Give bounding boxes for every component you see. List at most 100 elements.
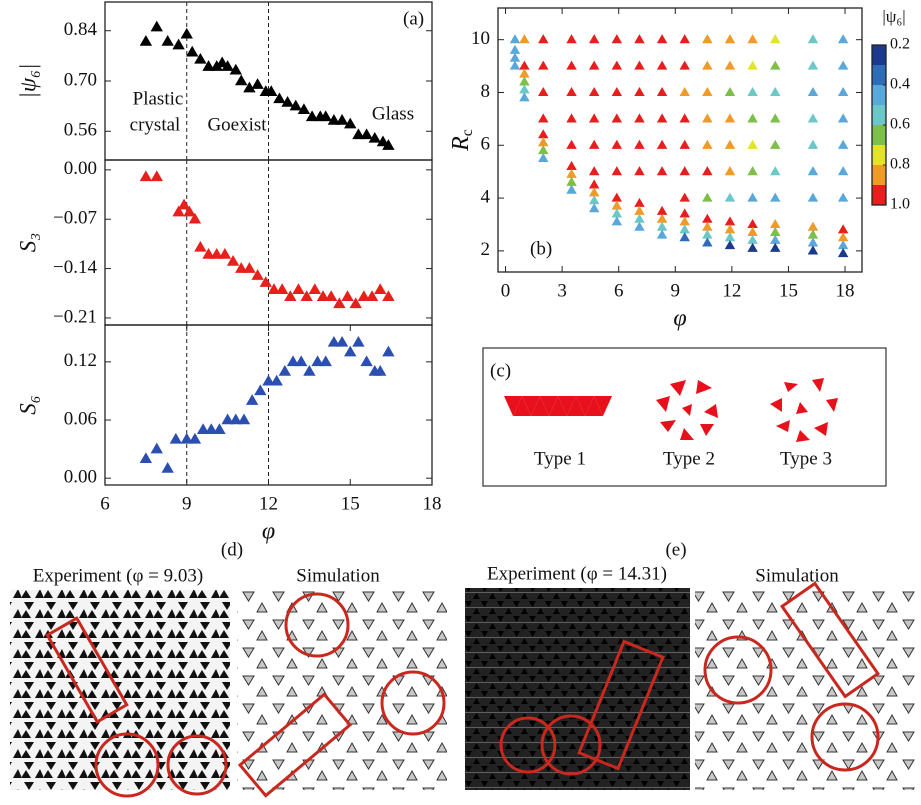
type-1-shape — [504, 396, 612, 416]
point — [702, 113, 713, 123]
point — [186, 45, 199, 57]
point — [183, 205, 196, 217]
point — [747, 34, 758, 44]
point — [519, 92, 530, 102]
axes-frame — [104, 324, 433, 486]
y-tick-label: 0.84 — [64, 19, 98, 40]
point — [519, 84, 530, 94]
point — [770, 113, 781, 123]
simulation-image — [695, 590, 915, 790]
annotation: Goexist — [207, 114, 267, 135]
point — [292, 283, 305, 294]
point — [161, 35, 174, 46]
colorbar-bin — [872, 45, 886, 66]
point — [770, 234, 781, 244]
y-tick-label: 0.70 — [64, 69, 97, 90]
point — [344, 117, 357, 129]
point — [368, 131, 381, 143]
point — [566, 34, 577, 44]
point — [611, 208, 623, 218]
y-tick-label: −0.07 — [53, 208, 97, 229]
point — [656, 113, 668, 123]
panel-c: (c) Type 1 Type 2 Type 3 — [482, 347, 887, 487]
panel-e: (e) Experiment (φ = 14.31) Simulation — [465, 539, 915, 790]
point — [724, 240, 736, 250]
point — [588, 60, 600, 70]
point — [519, 68, 530, 78]
point — [747, 86, 758, 97]
point — [807, 221, 819, 231]
y-tick-label: 0.56 — [64, 120, 97, 141]
colorbar-tick-label: 0.4 — [890, 76, 910, 93]
y-axis-label: S₃ — [15, 233, 40, 253]
point — [724, 166, 736, 176]
point — [656, 205, 668, 215]
point — [747, 218, 758, 229]
point — [286, 355, 300, 367]
point — [357, 290, 371, 302]
x-tick-label: 15 — [341, 493, 360, 514]
panel-label: (b) — [530, 238, 552, 259]
y-axis-label-sub: c — [459, 129, 476, 136]
point — [702, 166, 713, 176]
point — [634, 166, 645, 176]
point — [566, 86, 577, 97]
point — [724, 216, 736, 226]
point — [679, 139, 690, 149]
point — [807, 192, 819, 202]
point — [611, 166, 623, 176]
point — [770, 60, 781, 70]
point — [349, 297, 362, 309]
point — [634, 197, 645, 207]
point — [634, 34, 645, 44]
colorbar-bin — [872, 85, 886, 106]
point — [352, 335, 365, 347]
point — [213, 423, 226, 434]
panel-d: (d) Experiment (φ = 9.03) Simulation — [10, 539, 447, 798]
y-tick-label: 4 — [481, 186, 491, 207]
experiment-image — [465, 588, 690, 790]
point — [656, 166, 668, 176]
point — [344, 345, 357, 357]
point — [150, 170, 163, 182]
point — [807, 245, 819, 255]
point — [611, 200, 623, 210]
point — [702, 86, 713, 97]
point — [382, 345, 395, 357]
point — [724, 113, 736, 123]
colorbar-bin — [872, 185, 886, 206]
point — [634, 60, 645, 70]
point — [202, 60, 215, 71]
y-tick-label: 2 — [481, 239, 491, 260]
point — [807, 60, 819, 70]
y-axis-label: |ψ₆| — [15, 64, 40, 99]
point — [724, 224, 736, 234]
point — [566, 113, 577, 123]
point — [588, 195, 600, 205]
point — [305, 110, 319, 122]
point — [807, 139, 819, 149]
y-tick-label: −0.21 — [53, 306, 97, 327]
point — [226, 255, 240, 266]
point — [807, 86, 819, 97]
point — [139, 170, 153, 182]
axes-frame — [497, 7, 863, 273]
highlights — [45, 592, 446, 798]
point — [509, 60, 521, 70]
point — [634, 139, 645, 149]
point — [702, 60, 713, 70]
point — [747, 60, 758, 70]
point — [538, 129, 549, 139]
point — [611, 86, 623, 97]
point — [634, 213, 645, 223]
point — [172, 205, 185, 217]
point — [724, 86, 736, 97]
point — [588, 34, 600, 44]
point — [611, 192, 623, 202]
point — [634, 86, 645, 97]
point — [837, 232, 849, 242]
point — [237, 413, 251, 425]
y-tick-label: 0.12 — [64, 350, 97, 371]
x-tick-label: 0 — [501, 280, 511, 301]
point — [316, 290, 330, 302]
